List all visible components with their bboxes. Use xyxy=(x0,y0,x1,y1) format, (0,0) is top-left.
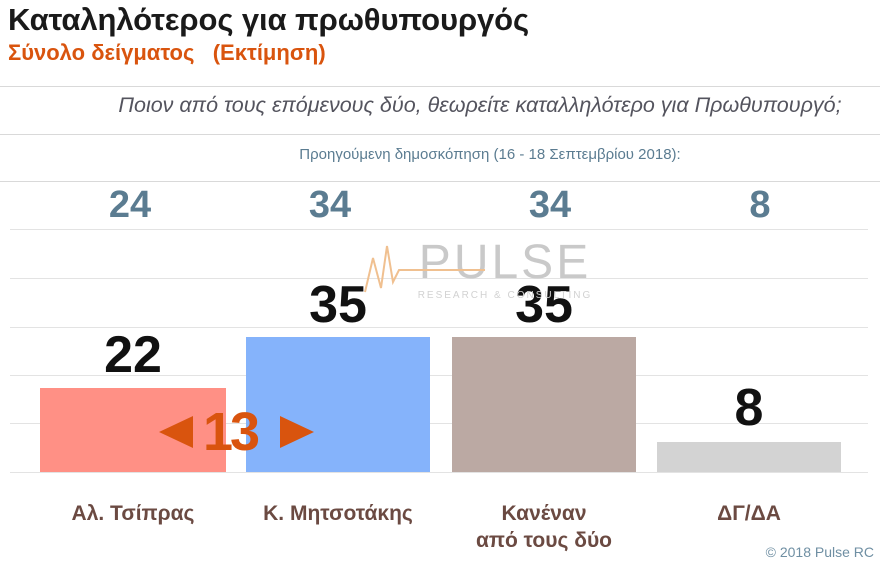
svg-text:RESEARCH & CONSULTING: RESEARCH & CONSULTING xyxy=(418,290,593,301)
svg-text:PULSE: PULSE xyxy=(419,236,591,289)
